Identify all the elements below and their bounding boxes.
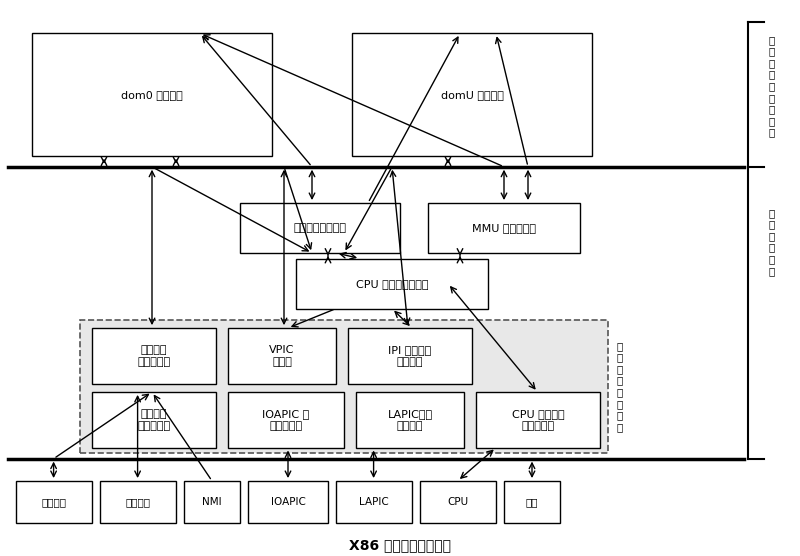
- Bar: [16, 481, 92, 523]
- Bar: [80, 320, 608, 453]
- Text: CPU 运行模式
配置子模块: CPU 运行模式 配置子模块: [512, 409, 564, 430]
- Text: LAPIC初始
化子模块: LAPIC初始 化子模块: [387, 409, 433, 430]
- Bar: [504, 481, 560, 523]
- Bar: [428, 203, 580, 253]
- Bar: [32, 33, 272, 156]
- Text: CPU 指令虚拟化模块: CPU 指令虚拟化模块: [356, 279, 428, 289]
- Bar: [352, 33, 592, 156]
- Bar: [296, 259, 488, 309]
- Text: dom0 操作系统: dom0 操作系统: [121, 90, 183, 100]
- Text: VPIC
子模块: VPIC 子模块: [270, 345, 294, 366]
- Text: LAPIC: LAPIC: [359, 497, 389, 507]
- Bar: [476, 392, 600, 448]
- Bar: [420, 481, 496, 523]
- Text: NMI: NMI: [202, 497, 222, 507]
- Bar: [228, 328, 336, 384]
- Bar: [92, 328, 216, 384]
- Bar: [248, 481, 328, 523]
- Text: X86 计算机硬件与中断: X86 计算机硬件与中断: [349, 538, 451, 552]
- Bar: [184, 481, 240, 523]
- Text: IPI 发送与接
收子模块: IPI 发送与接 收子模块: [388, 345, 432, 366]
- Text: 内存: 内存: [526, 497, 538, 507]
- Text: 物
理
中
断
处
理
模
块: 物 理 中 断 处 理 模 块: [617, 341, 623, 432]
- Text: IOAPIC 初
始化子模块: IOAPIC 初 始化子模块: [262, 409, 310, 430]
- Text: 被
虚
拟
化
的
操
作
系
统: 被 虚 拟 化 的 操 作 系 统: [769, 35, 775, 137]
- Bar: [228, 392, 344, 448]
- Bar: [356, 392, 464, 448]
- Bar: [100, 481, 176, 523]
- Text: domU 操作系统: domU 操作系统: [441, 90, 503, 100]
- Bar: [240, 203, 400, 253]
- Text: 物理中断
接收子模块: 物理中断 接收子模块: [138, 409, 170, 430]
- Bar: [348, 328, 472, 384]
- Bar: [92, 392, 216, 448]
- Text: 硬件设备: 硬件设备: [42, 497, 66, 507]
- Text: 虚
拟
机
监
控
器: 虚 拟 机 监 控 器: [769, 208, 775, 276]
- Text: IOAPIC: IOAPIC: [270, 497, 306, 507]
- Text: MMU 虚拟化模块: MMU 虚拟化模块: [472, 223, 536, 233]
- Text: 虚拟中断处理模块: 虚拟中断处理模块: [294, 223, 346, 233]
- Text: 设备中断: 设备中断: [126, 497, 150, 507]
- Text: CPU: CPU: [447, 497, 469, 507]
- Bar: [336, 481, 412, 523]
- Text: 物理中断
转发子模块: 物理中断 转发子模块: [138, 345, 170, 366]
